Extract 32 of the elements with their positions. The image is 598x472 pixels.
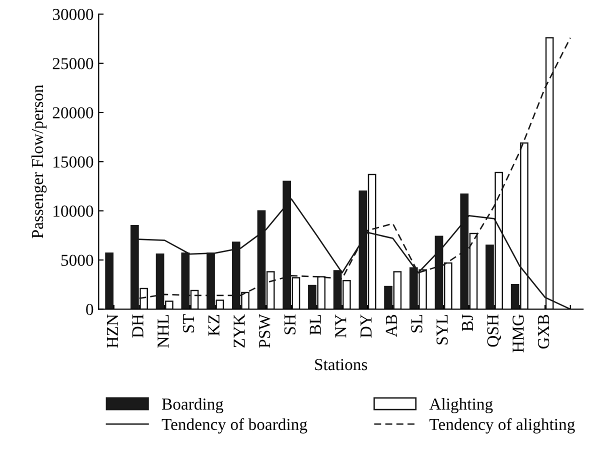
y-tick-label: 0 xyxy=(86,304,94,316)
legend-label: Boarding xyxy=(162,398,224,414)
x-tick-label: DY xyxy=(360,314,372,338)
x-tick-label: AB xyxy=(386,314,397,338)
y-tick-label: 5000 xyxy=(61,254,94,266)
x-tick-label: PSW xyxy=(259,314,270,348)
y-axis-title: Passenger Flow/person xyxy=(31,84,47,238)
x-tick-label: SYL xyxy=(436,315,448,344)
x-tick-label: QSH xyxy=(487,314,501,347)
y-tick-label: 30000 xyxy=(52,8,94,20)
x-tick-label: HMG xyxy=(512,314,524,352)
legend-label: Tendency of boarding xyxy=(162,418,308,434)
legend-label: Tendency of alighting xyxy=(429,418,575,434)
x-tick-label: GXB xyxy=(538,314,550,349)
x-tick-label: BL xyxy=(310,315,321,335)
x-tick-label: BJ xyxy=(462,314,474,332)
y-tick-label: 25000 xyxy=(52,58,94,70)
legend-label: Alighting xyxy=(429,398,493,414)
y-tick-label: 20000 xyxy=(52,107,94,118)
y-tick-label: 10000 xyxy=(54,206,94,217)
x-tick-label: ZYK xyxy=(234,314,245,348)
x-tick-label: NY xyxy=(335,314,346,338)
x-tick-label: NHL xyxy=(158,315,169,348)
x-axis-title: Stations xyxy=(315,359,368,370)
x-tick-label: SL xyxy=(411,315,422,332)
x-tick-label: SH xyxy=(284,314,296,334)
x-tick-label: HZN xyxy=(106,314,118,348)
bar xyxy=(105,252,114,310)
y-tick-label: 15000 xyxy=(54,156,94,168)
x-tick-label: DH xyxy=(132,314,144,338)
x-tick-label: KZ xyxy=(208,314,220,336)
x-tick-label: ST xyxy=(182,314,194,332)
